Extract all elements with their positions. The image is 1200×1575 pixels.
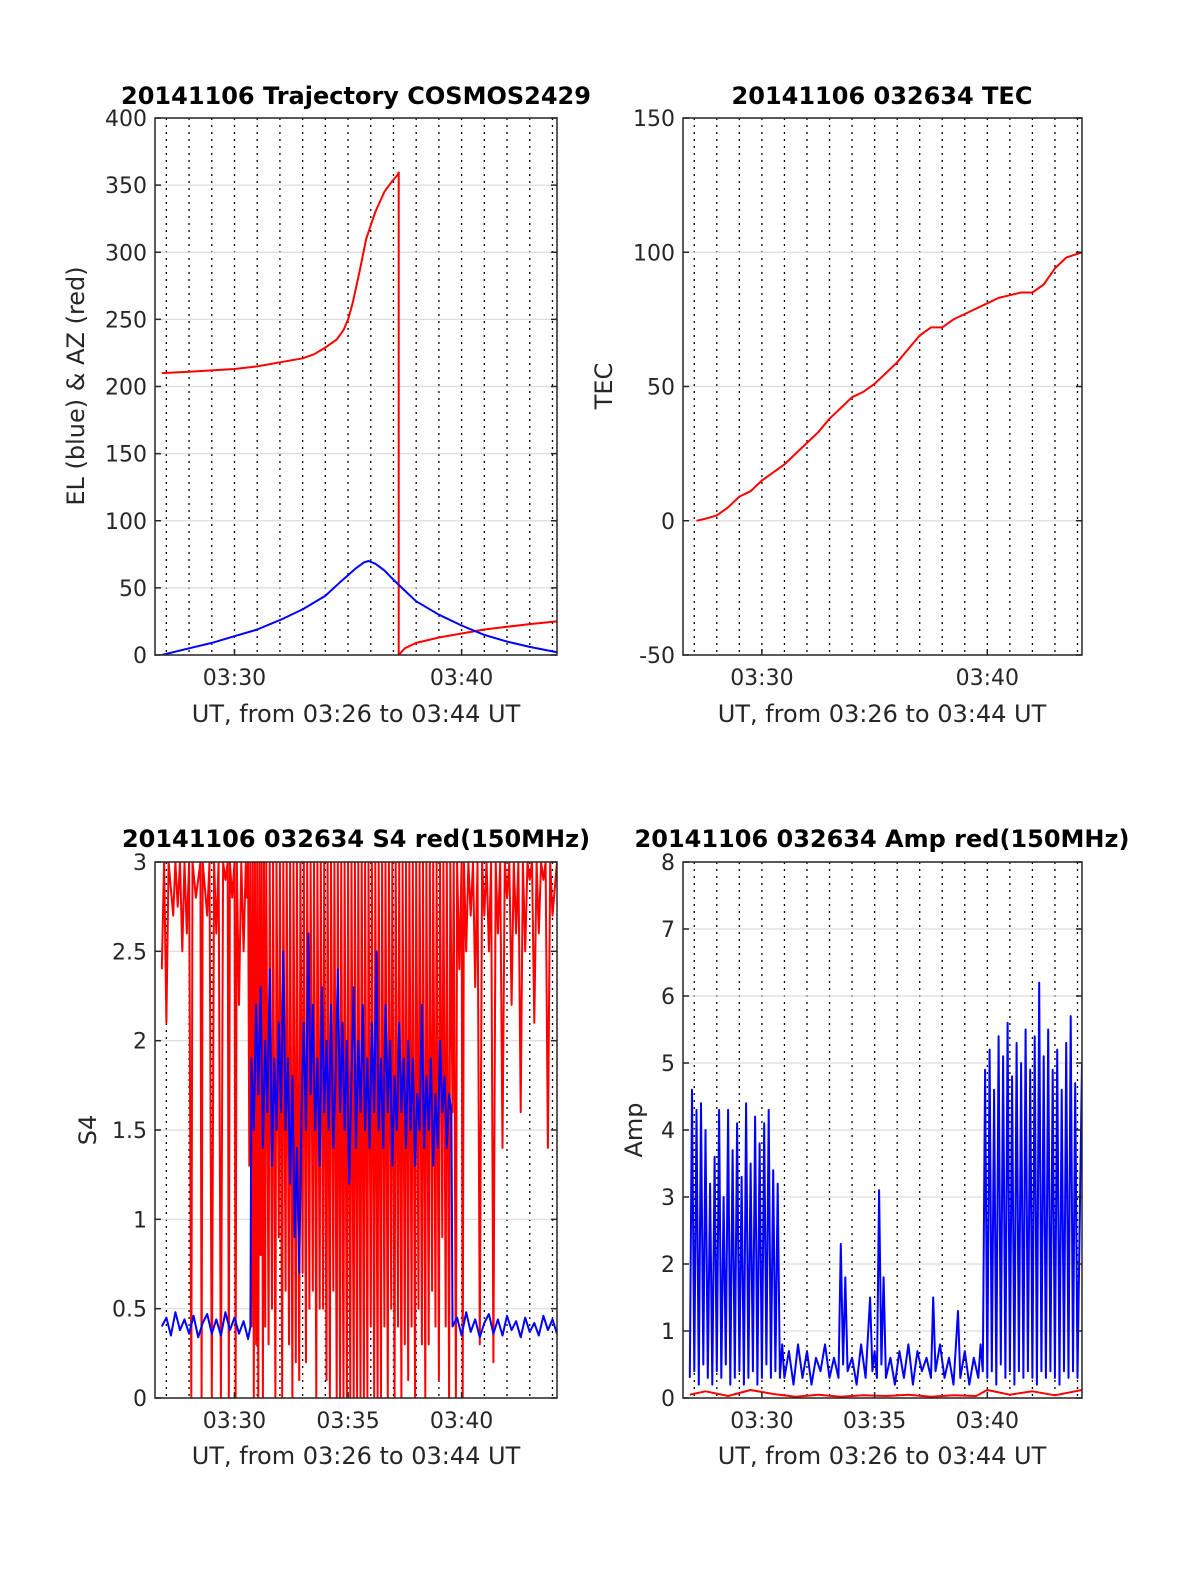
x-tick-label: 03:30	[730, 1409, 793, 1434]
x-tick-label: 03:30	[203, 666, 266, 691]
x-tick-label: 03:40	[956, 1409, 1019, 1434]
chart-title: 20141106 032634 TEC	[732, 82, 1033, 110]
x-tick-label: 03:30	[203, 1409, 266, 1434]
y-axis-label: TEC	[590, 363, 618, 411]
y-ticks: 0 0.5 1 1.5 2 2.5 3	[112, 851, 557, 1412]
series-lines	[688, 981, 1082, 1398]
x-ticks: 03:30 03:35 03:40	[730, 1392, 1019, 1434]
x-ticks: 03:30 03:40	[730, 649, 1019, 691]
x-tick-label: 03:35	[843, 1409, 906, 1434]
y-tick-label: 3	[133, 851, 147, 876]
y-tick-label: 8	[661, 851, 675, 876]
series-line-2	[397, 620, 557, 655]
y-tick-label: 150	[105, 443, 147, 468]
x-axis-label: UT, from 03:26 to 03:44 UT	[192, 1442, 521, 1470]
y-tick-label: 50	[647, 376, 675, 401]
x-axis-label: UT, from 03:26 to 03:44 UT	[192, 700, 521, 728]
y-tick-label: 200	[105, 376, 147, 401]
y-tick-label: 0	[133, 644, 147, 669]
y-grid	[155, 117, 557, 656]
x-ticks: 03:30 03:35 03:40	[203, 1392, 493, 1434]
y-tick-label: 4	[661, 1119, 675, 1144]
chart-trajectory: 20141106 Trajectory COSMOS2429 0 50 100 150…	[62, 82, 591, 728]
x-tick-label: 03:40	[430, 1409, 493, 1434]
y-tick-label: 7	[661, 918, 675, 943]
series-lines	[160, 862, 557, 1398]
chart-title: 20141106 032634 Amp red(150MHz)	[635, 825, 1130, 853]
series-line-0	[696, 251, 1082, 522]
y-tick-label: 350	[105, 174, 147, 199]
y-tick-label: 2.5	[112, 940, 147, 965]
y-tick-label: 5	[661, 1052, 675, 1077]
y-tick-label: 3	[661, 1186, 675, 1211]
x-axis-label: UT, from 03:26 to 03:44 UT	[718, 700, 1047, 728]
y-tick-label: 6	[661, 985, 675, 1010]
y-tick-label: 2	[661, 1253, 675, 1278]
y-tick-label: 100	[105, 510, 147, 535]
y-axis-label: S4	[74, 1115, 102, 1146]
x-tick-label: 03:40	[956, 666, 1019, 691]
y-tick-label: 300	[105, 241, 147, 266]
y-tick-label: 50	[119, 577, 147, 602]
series-line-1	[689, 1389, 1082, 1398]
series-line-1	[160, 932, 557, 1340]
x-tick-label: 03:30	[730, 666, 793, 691]
x-ticks: 03:30 03:40	[203, 649, 493, 691]
y-axis-label: EL (blue) & AZ (red)	[62, 266, 90, 505]
series-lines	[161, 171, 557, 655]
y-ticks: -50 0 50 100 150	[633, 107, 1082, 669]
chart-title: 20141106 032634 S4 red(150MHz)	[122, 825, 590, 853]
y-tick-label: 250	[105, 308, 147, 333]
y-tick-label: 100	[633, 241, 675, 266]
y-tick-label: 0	[661, 1387, 675, 1412]
series-line-0	[688, 981, 1082, 1386]
series-line-0	[161, 171, 400, 375]
chart-amp: 20141106 032634 Amp red(150MHz) 0 1 2 3 4 5 6 7…	[620, 825, 1129, 1470]
series-lines	[696, 251, 1082, 522]
y-axis-label: Amp	[620, 1102, 648, 1157]
y-tick-label: 150	[633, 107, 675, 132]
series-line-0	[160, 862, 557, 1398]
x-tick-label: 03:40	[430, 666, 493, 691]
y-tick-label: 0.5	[112, 1298, 147, 1323]
y-tick-label: 400	[105, 107, 147, 132]
y-tick-label: 2	[133, 1030, 147, 1055]
y-tick-label: 1	[133, 1208, 147, 1233]
x-tick-label: 03:35	[316, 1409, 379, 1434]
y-tick-label: -50	[639, 644, 675, 669]
series-line-3	[161, 560, 557, 655]
chart-title: 20141106 Trajectory COSMOS2429	[121, 82, 591, 110]
y-tick-label: 1.5	[112, 1119, 147, 1144]
y-ticks: 0 1 2 3 4 5 6 7 8	[661, 851, 1082, 1412]
y-tick-label: 0	[661, 510, 675, 535]
y-tick-label: 1	[661, 1320, 675, 1345]
chart-s4: 20141106 032634 S4 red(150MHz) 0 0.5 1 1.5 2…	[74, 825, 590, 1470]
y-ticks: 0 50 100 150 200 250 300 350 400	[105, 107, 557, 669]
x-axis-label: UT, from 03:26 to 03:44 UT	[718, 1442, 1047, 1470]
y-tick-label: 0	[133, 1387, 147, 1412]
